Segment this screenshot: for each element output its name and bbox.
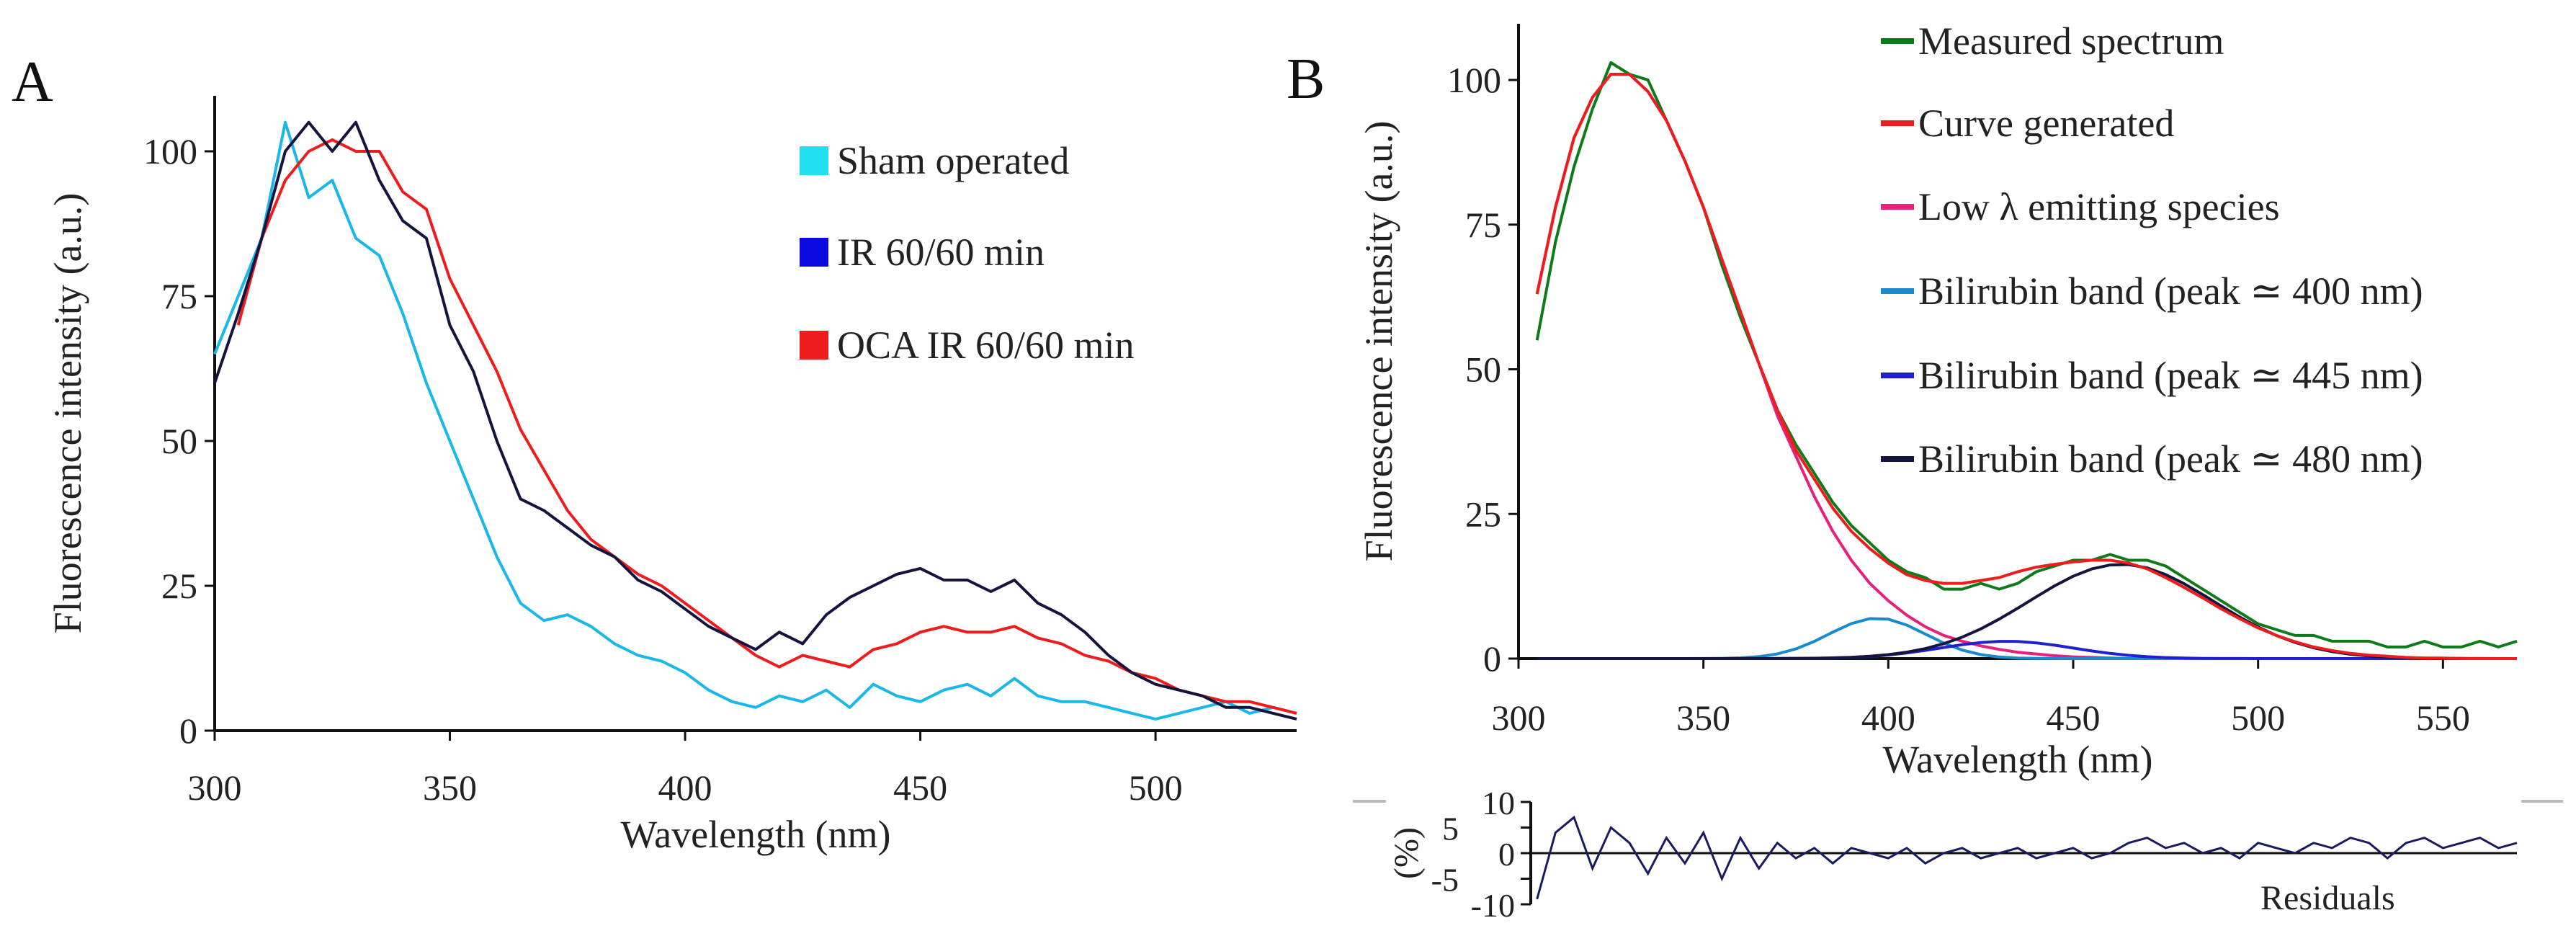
x-axis-label: Wavelength (nm) (1882, 738, 2152, 781)
y-tick-label: 50 (161, 421, 197, 461)
y-tick-label: 0 (179, 710, 197, 751)
legend-label: Bilirubin band (peak ≃ 445 nm) (1918, 354, 2423, 397)
x-tick-label: 400 (1861, 697, 1915, 738)
residual-y-axis-label: (%) (1387, 827, 1426, 879)
y-tick-label: 50 (1465, 349, 1501, 390)
residual-y-tick-label: 5 (1442, 811, 1459, 847)
legend-swatch (800, 331, 828, 360)
y-tick-label: 25 (1465, 494, 1501, 534)
x-tick-label: 550 (2416, 697, 2470, 738)
panel-label-a: A (12, 50, 53, 114)
x-tick-label: 300 (188, 767, 242, 808)
x-tick-label: 400 (658, 767, 712, 808)
y-tick-label: 100 (143, 131, 197, 171)
x-tick-label: 450 (2047, 697, 2101, 738)
panel-b-residuals-chart: 10 5 0 -5 -10 (%) Residuals (1387, 785, 2518, 924)
x-tick-label: 500 (1129, 767, 1183, 808)
legend-swatch (800, 238, 828, 267)
y-tick-label: 100 (1447, 60, 1501, 100)
residual-title: Residuals (2260, 879, 2395, 917)
y-axis-label: Fluorescence intensity (a.u.) (1357, 121, 1400, 562)
x-tick-label: 350 (423, 767, 477, 808)
series-line-1 (213, 120, 1297, 721)
y-tick-label: 75 (1465, 205, 1501, 245)
legend-label: Low λ emitting species (1918, 185, 2280, 228)
y-axis-label: Fluorescence intensity (a.u.) (46, 193, 89, 634)
legend-swatch (800, 146, 828, 175)
y-tick-label: 25 (161, 566, 197, 606)
legend-label: Curve generated (1918, 102, 2174, 145)
legend-label: Measured spectrum (1918, 19, 2224, 63)
legend-label: Sham operated (837, 139, 1069, 182)
series-line-2 (1535, 73, 2517, 660)
x-axis-label: Wavelength (nm) (620, 813, 890, 856)
legend-label: OCA IR 60/60 min (837, 324, 1135, 367)
y-tick-label: 75 (161, 276, 197, 316)
series-line-2 (213, 120, 1297, 721)
x-tick-label: 300 (1492, 697, 1546, 738)
residual-series-line (1536, 815, 2518, 900)
x-tick-label: 350 (1676, 697, 1730, 738)
residual-y-tick-label: 10 (1482, 785, 1515, 821)
panel-b-chart: 300 350 400 450 500 550 0 25 50 75 100 Wavelength (… (1357, 19, 2518, 781)
residual-y-tick-label: -5 (1431, 862, 1459, 899)
residual-y-tick-label: 0 (1498, 836, 1515, 873)
y-tick-label: 0 (1483, 638, 1501, 679)
x-tick-label: 450 (893, 767, 947, 808)
x-tick-label: 500 (2231, 697, 2285, 738)
residual-y-tick-label: -10 (1471, 887, 1515, 924)
legend-label: Bilirubin band (peak ≃ 480 nm) (1918, 437, 2423, 481)
panel-label-b: B (1287, 48, 1325, 111)
legend-label: IR 60/60 min (837, 231, 1045, 274)
legend-label: Bilirubin band (peak ≃ 400 nm) (1918, 269, 2423, 313)
panel-a-chart: 300 350 400 450 500 0 25 50 75 100 Wavelength (nm)… (46, 96, 1297, 856)
series-line-3 (236, 138, 1297, 715)
